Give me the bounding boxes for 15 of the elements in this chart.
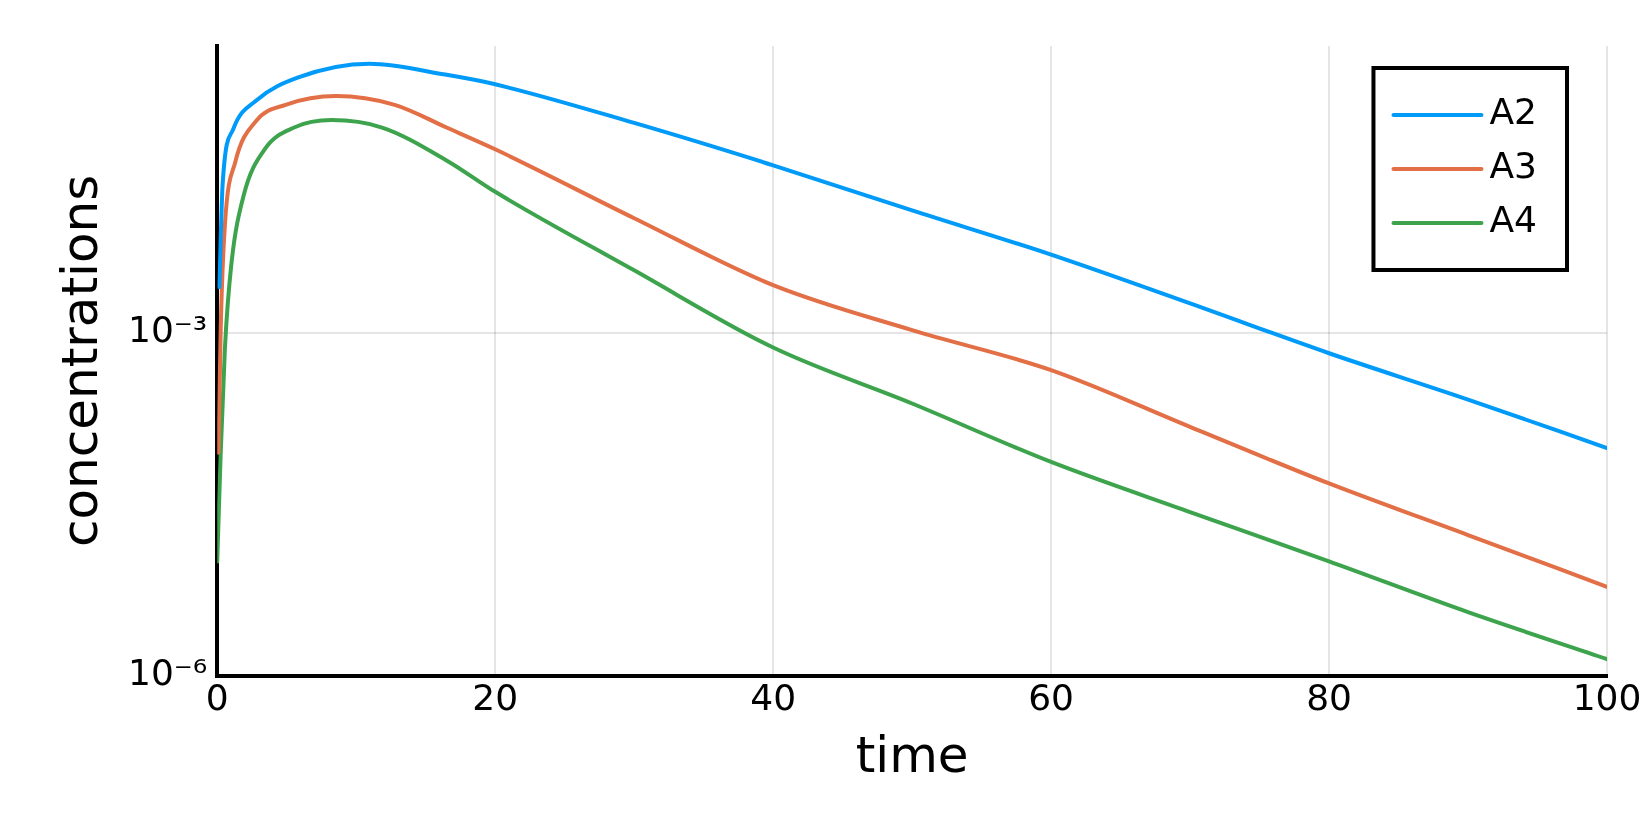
legend-label: A3: [1489, 145, 1537, 187]
x-tick-label: 40: [750, 676, 797, 718]
x-tick-label: 60: [1028, 676, 1074, 718]
legend-label: A2: [1489, 91, 1537, 133]
line-series: [217, 93, 1607, 589]
x-tick-label: 80: [1306, 676, 1352, 718]
x-tick-label: 0: [205, 676, 229, 718]
x-tick-label: 100: [1572, 676, 1642, 718]
y-tick-label: 10⁻³: [127, 308, 208, 350]
y-tick-label: 10⁻⁶: [127, 652, 208, 694]
y-axis-title: concentrations: [50, 174, 109, 548]
line-series: [217, 61, 1607, 450]
legend-label: A4: [1489, 199, 1537, 241]
x-tick-label: 20: [472, 676, 519, 718]
x-axis-title: time: [855, 725, 969, 784]
